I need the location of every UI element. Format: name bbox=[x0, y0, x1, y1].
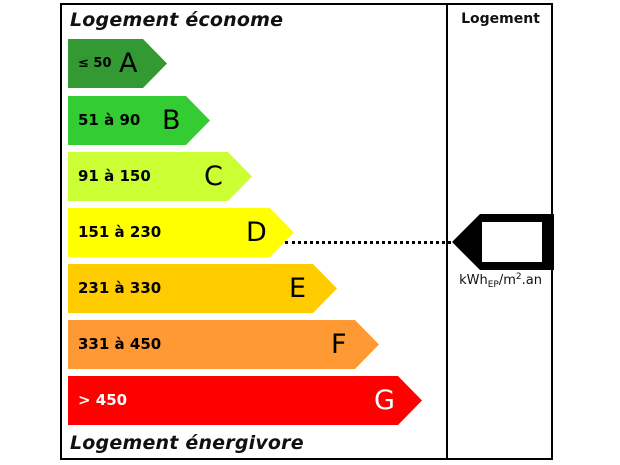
energy-band-e-shape bbox=[68, 264, 337, 313]
energy-band-a-shape bbox=[68, 39, 167, 88]
energy-band-letter: D bbox=[246, 217, 267, 248]
energy-band-range: ≤ 50 bbox=[78, 56, 112, 71]
energy-band-g-shape bbox=[68, 376, 422, 425]
energy-band-range: 331 à 450 bbox=[78, 335, 162, 353]
unit-base: kWh bbox=[459, 273, 488, 288]
column-divider bbox=[446, 3, 448, 460]
energy-band-letter: E bbox=[289, 273, 307, 304]
unit-sub: EP bbox=[487, 280, 499, 290]
unit-end: .an bbox=[521, 273, 542, 288]
unit-label: kWhEP/m2.an bbox=[448, 272, 553, 290]
energy-band-b-shape bbox=[68, 96, 210, 145]
energy-band-c-arrow bbox=[68, 152, 252, 201]
energy-band-g-arrow bbox=[68, 376, 422, 425]
indicator-dotted-line bbox=[285, 241, 457, 244]
energy-band-c: 91 à 150 C bbox=[68, 152, 252, 201]
energy-band-b: 51 à 90 B bbox=[68, 96, 210, 145]
energy-band-letter: A bbox=[119, 48, 138, 79]
energy-band-range: 51 à 90 bbox=[78, 111, 141, 129]
energy-band-d-arrow bbox=[68, 208, 294, 257]
energy-band-g: > 450 G bbox=[68, 376, 422, 425]
energy-band-range: 151 à 230 bbox=[78, 223, 162, 241]
label-economical: Logement économe bbox=[70, 9, 284, 31]
energy-band-c-shape bbox=[68, 152, 252, 201]
column-title-logement: Logement bbox=[461, 11, 540, 27]
energy-band-letter: B bbox=[162, 105, 181, 136]
energy-band-b-arrow bbox=[68, 96, 210, 145]
energy-band-f: 331 à 450 F bbox=[68, 320, 379, 369]
energy-band-range: 231 à 330 bbox=[78, 279, 162, 297]
energy-band-letter: C bbox=[204, 161, 223, 192]
energy-band-range: 91 à 150 bbox=[78, 167, 151, 185]
indicator-arrow bbox=[452, 214, 554, 270]
label-energy-intensive: Logement énergivore bbox=[70, 432, 304, 454]
energy-band-range: > 450 bbox=[78, 391, 128, 409]
energy-band-letter: F bbox=[331, 329, 347, 360]
energy-band-f-shape bbox=[68, 320, 379, 369]
energy-band-d: 151 à 230 D bbox=[68, 208, 294, 257]
unit-sup: 2 bbox=[515, 272, 522, 282]
energy-band-f-arrow bbox=[68, 320, 379, 369]
unit-mid: /m bbox=[498, 273, 516, 288]
energy-band-a-arrow bbox=[68, 39, 167, 88]
energy-band-d-shape bbox=[68, 208, 294, 257]
energy-band-e: 231 à 330 E bbox=[68, 264, 337, 313]
energy-band-e-arrow bbox=[68, 264, 337, 313]
energy-band-letter: G bbox=[374, 385, 395, 416]
energy-band-a: ≤ 50 A bbox=[68, 39, 167, 88]
